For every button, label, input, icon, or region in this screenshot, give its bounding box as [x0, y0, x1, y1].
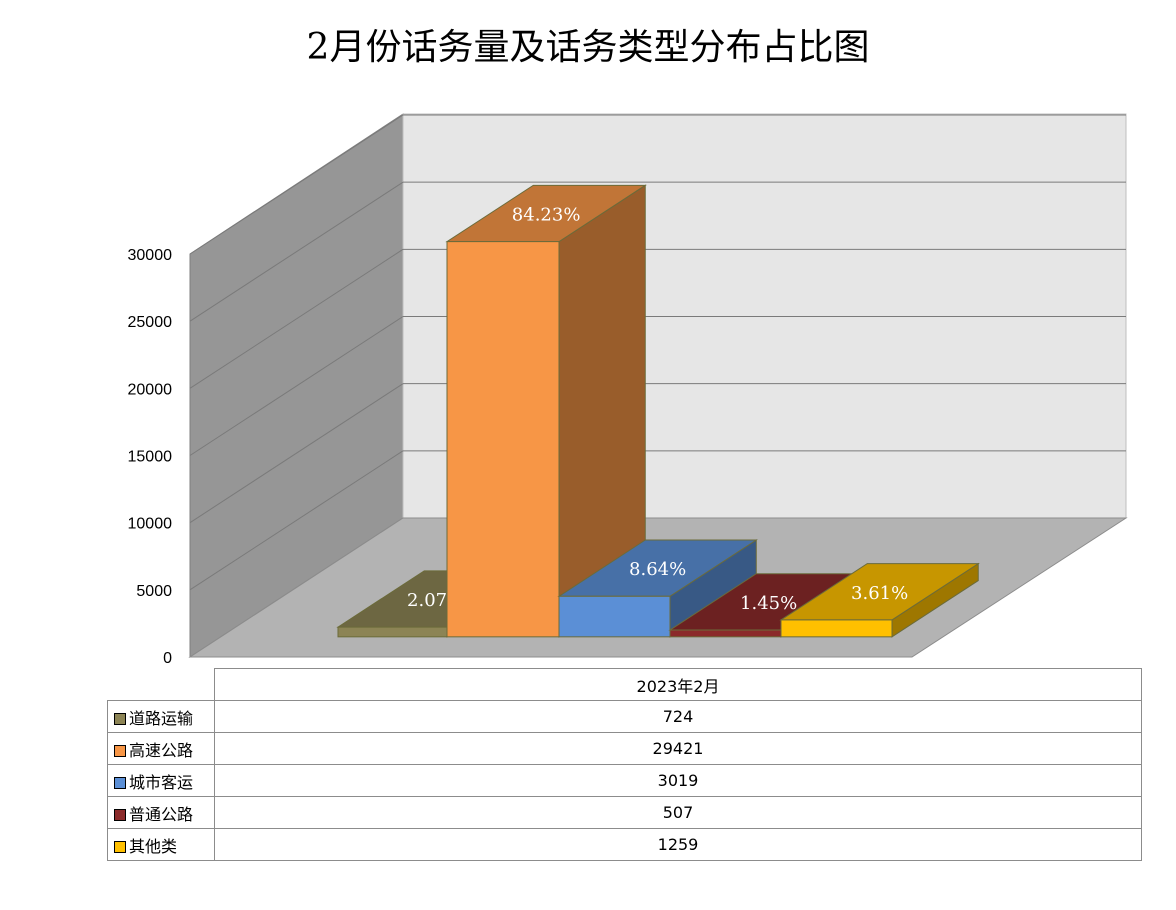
bars: 2.07%84.23%8.64%1.45% 3.61%	[336, 184, 980, 638]
y-tick-label: 0	[163, 650, 172, 667]
bar-front	[446, 241, 560, 638]
gridline-left	[189, 316, 404, 456]
bar-front	[669, 629, 782, 638]
table-value: 29421	[214, 732, 1142, 765]
y-tick-label: 30000	[128, 247, 173, 264]
data-label: 1.45%	[740, 593, 797, 614]
legend-label: 城市客运	[129, 772, 194, 792]
legend-label: 高速公路	[129, 740, 194, 760]
y-tick-label: 15000	[128, 449, 173, 466]
y-tick-label: 10000	[128, 516, 173, 533]
gridlines	[189, 114, 1126, 591]
data-table: 2023年2月 道路运输 724 高速公路 29421 城市客运 3019 普通…	[107, 668, 1142, 861]
gridline-left	[189, 383, 404, 524]
bar-front	[337, 626, 448, 638]
gridline-left	[189, 181, 404, 322]
table-row: 城市客运 3019	[107, 764, 1142, 797]
bar-2: 84.23%	[445, 184, 647, 638]
table-value: 1259	[214, 828, 1142, 861]
legend-label: 道路运输	[129, 708, 194, 728]
legend-swatch	[114, 744, 126, 757]
bar-5: 3.61%	[779, 562, 980, 638]
table-row: 道路运输 724	[107, 700, 1142, 733]
y-tick-label: 20000	[128, 381, 173, 398]
table-row: 高速公路 29421	[107, 732, 1142, 765]
chart-title: 2月份话务量及话务类型分布占比图	[306, 27, 870, 68]
gridline-left	[189, 450, 404, 591]
y-axis-ticks: 0 5000 10000 15000 20000 25000 30000	[128, 247, 173, 667]
table-header-row: 2023年2月	[107, 668, 1142, 701]
legend-swatch	[114, 808, 126, 821]
data-label: 3.61%	[851, 583, 908, 604]
data-label: 8.64%	[629, 559, 686, 580]
data-label: 84.23%	[512, 204, 581, 225]
y-tick-label: 5000	[136, 583, 172, 600]
gridline-left	[189, 248, 404, 389]
gridline-left	[189, 114, 404, 255]
table-header-category: 2023年2月	[214, 668, 1142, 701]
bar-3: 8.64%	[557, 539, 758, 638]
legend-label: 其他类	[129, 836, 178, 856]
bar-front	[558, 595, 671, 638]
legend-swatch	[114, 712, 126, 725]
legend-label: 普通公路	[129, 804, 194, 824]
table-value: 724	[214, 700, 1142, 733]
legend-swatch	[114, 776, 126, 789]
table-value: 3019	[214, 764, 1142, 797]
table-row: 其他类 1259	[107, 828, 1142, 861]
bar-front	[780, 619, 893, 638]
table-value: 507	[214, 796, 1142, 829]
table-row: 普通公路 507	[107, 796, 1142, 829]
legend-swatch	[114, 840, 126, 853]
y-tick-label: 25000	[128, 314, 173, 331]
